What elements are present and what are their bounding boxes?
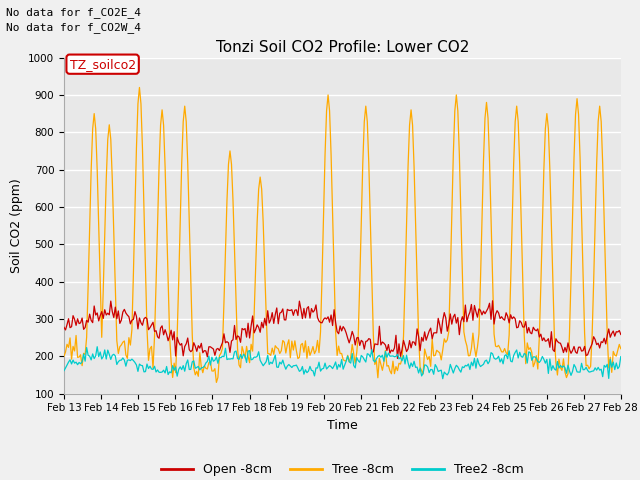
Text: TZ_soilco2: TZ_soilco2 xyxy=(70,58,136,71)
Y-axis label: Soil CO2 (ppm): Soil CO2 (ppm) xyxy=(10,178,22,273)
Text: No data for f_CO2W_4: No data for f_CO2W_4 xyxy=(6,22,141,33)
Title: Tonzi Soil CO2 Profile: Lower CO2: Tonzi Soil CO2 Profile: Lower CO2 xyxy=(216,40,469,55)
Text: No data for f_CO2E_4: No data for f_CO2E_4 xyxy=(6,7,141,18)
Legend: Open -8cm, Tree -8cm, Tree2 -8cm: Open -8cm, Tree -8cm, Tree2 -8cm xyxy=(156,458,529,480)
X-axis label: Time: Time xyxy=(327,419,358,432)
